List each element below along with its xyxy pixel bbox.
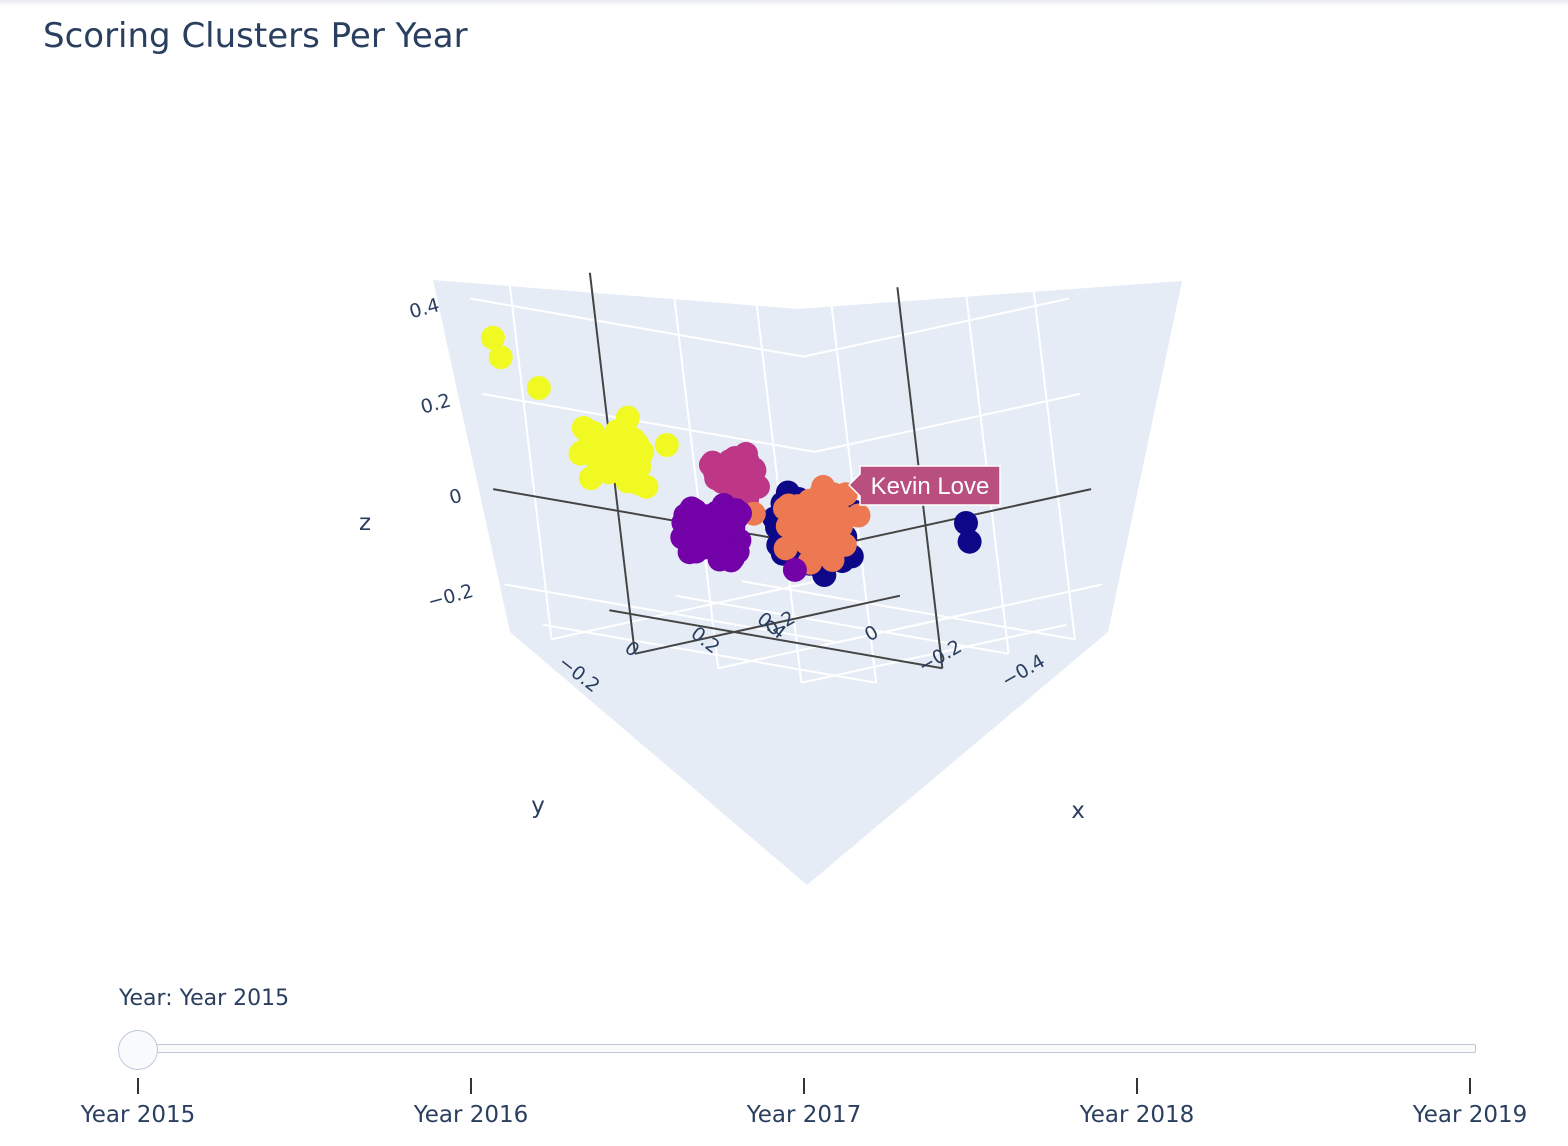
z-gridline	[470, 297, 804, 358]
data-point[interactable]	[728, 501, 752, 526]
slider-step-label[interactable]: Year 2017	[746, 1102, 862, 1128]
slider-step-label[interactable]: Year 2019	[1412, 1102, 1528, 1128]
y-gridline	[551, 580, 817, 641]
x-gridline	[542, 623, 877, 684]
data-point[interactable]	[615, 405, 640, 430]
z-gridline	[837, 583, 1103, 644]
y-zeroline	[634, 594, 901, 655]
x-gridline	[741, 580, 1076, 641]
z-tick-label: −0.2	[425, 580, 475, 613]
data-point[interactable]	[798, 505, 823, 530]
y-gridline	[801, 623, 1067, 684]
slider-step-tick[interactable]	[470, 1078, 472, 1094]
x-gridline	[962, 272, 1010, 654]
floor-pane	[510, 632, 1108, 885]
z-tick-label: 0	[447, 485, 464, 509]
slider-step-tick[interactable]	[803, 1078, 805, 1094]
y-axis-title: y	[531, 793, 545, 819]
x-gridline	[1028, 258, 1076, 640]
slider-step-tick[interactable]	[137, 1078, 139, 1094]
slider-step-tick[interactable]	[1136, 1078, 1138, 1094]
z-gridline	[504, 583, 838, 644]
data-point[interactable]	[488, 345, 513, 370]
data-point[interactable]	[480, 325, 505, 350]
z-tick-label: 0.2	[418, 389, 453, 418]
z-axis-title: z	[359, 510, 371, 536]
data-point[interactable]	[814, 522, 839, 547]
slider-step-label[interactable]: Year 2015	[80, 1102, 196, 1128]
z-tick-label: 0.4	[407, 294, 442, 323]
data-point[interactable]	[820, 547, 845, 572]
data-point[interactable]	[654, 433, 679, 457]
hover-label: Kevin Love	[871, 473, 990, 500]
chart-title: Scoring Clusters Per Year	[43, 16, 468, 56]
data-point[interactable]	[578, 466, 603, 491]
data-point[interactable]	[957, 529, 982, 554]
x-axis-title: x	[1071, 798, 1085, 824]
x-zeroline	[609, 609, 943, 670]
z-gridline	[814, 392, 1081, 453]
data-points[interactable]	[480, 325, 982, 587]
slider-step-tick[interactable]	[1469, 1078, 1471, 1094]
data-point[interactable]	[613, 425, 638, 450]
slider-rail[interactable]	[124, 1044, 1476, 1053]
slider-handle[interactable]	[118, 1030, 158, 1070]
z-gridline	[481, 392, 816, 453]
scatter3d-scene[interactable]: −0.20 0.2 0.4−0.4−0.200.2−0.200.20.4 x y z…	[0, 0, 1568, 960]
x-gridline	[675, 594, 1009, 655]
hover-tooltip: Kevin Love	[847, 465, 1001, 506]
data-point[interactable]	[721, 543, 746, 568]
data-point[interactable]	[694, 504, 719, 529]
slider-step-label[interactable]: Year 2018	[1079, 1102, 1195, 1128]
data-point[interactable]	[692, 528, 717, 553]
data-point[interactable]	[713, 465, 738, 490]
data-point[interactable]	[619, 448, 644, 472]
top-bar	[0, 0, 1568, 6]
y-gridline	[505, 258, 553, 640]
data-point[interactable]	[568, 441, 593, 466]
data-point[interactable]	[738, 459, 763, 484]
slider-step-label[interactable]: Year 2016	[413, 1102, 529, 1128]
data-point[interactable]	[823, 489, 848, 514]
data-point[interactable]	[782, 557, 807, 582]
data-point[interactable]	[591, 436, 615, 461]
data-point[interactable]	[526, 376, 551, 400]
z-gridline	[803, 297, 1069, 358]
data-point[interactable]	[673, 503, 698, 528]
slider-current-label: Year: Year 2015	[119, 986, 290, 1011]
data-point[interactable]	[954, 511, 978, 535]
